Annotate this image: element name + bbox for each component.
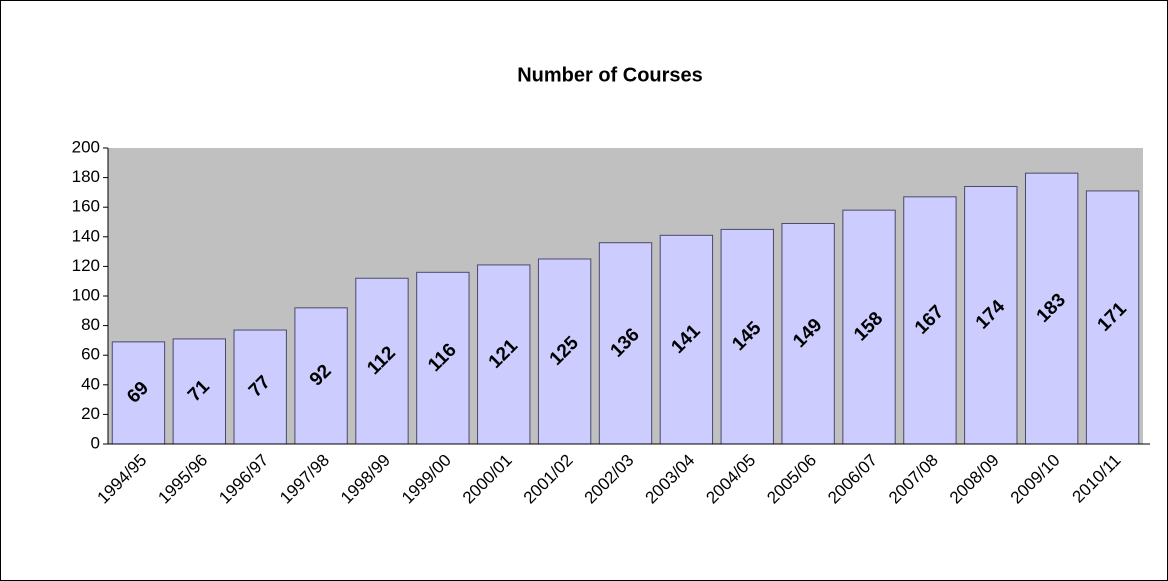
chart-title: Number of Courses xyxy=(517,64,703,86)
bar xyxy=(111,341,166,445)
bar xyxy=(1024,172,1079,445)
y-tick-label: 80 xyxy=(81,315,100,334)
bar xyxy=(842,209,896,445)
y-tick-label: 20 xyxy=(81,404,100,423)
bar xyxy=(903,196,957,445)
bar xyxy=(781,222,835,445)
bar xyxy=(416,271,470,445)
bar xyxy=(720,228,774,445)
y-tick-label: 100 xyxy=(72,285,100,304)
bar xyxy=(659,234,714,445)
y-tick-label: 60 xyxy=(81,345,100,364)
y-tick-label: 0 xyxy=(91,433,100,452)
bar xyxy=(294,307,348,445)
bar xyxy=(233,329,287,445)
y-tick-label: 40 xyxy=(81,374,100,393)
bar xyxy=(172,338,227,445)
bar xyxy=(537,258,592,445)
y-tick-label: 160 xyxy=(72,197,100,216)
y-tick-label: 120 xyxy=(72,256,100,275)
bar xyxy=(598,242,653,445)
y-tick-label: 200 xyxy=(72,137,100,156)
y-tick-label: 180 xyxy=(72,167,100,186)
y-tick-label: 140 xyxy=(72,226,100,245)
bar xyxy=(1085,190,1140,445)
bar xyxy=(477,264,531,445)
bar xyxy=(355,277,409,445)
